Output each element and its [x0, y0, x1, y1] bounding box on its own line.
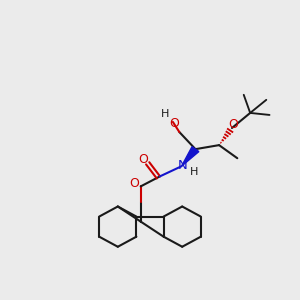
Text: O: O: [169, 117, 179, 130]
Text: O: O: [138, 153, 148, 166]
Polygon shape: [182, 147, 199, 166]
Text: H: H: [190, 167, 198, 177]
Text: O: O: [229, 118, 238, 131]
Text: O: O: [129, 177, 139, 190]
Text: H: H: [160, 109, 169, 119]
Text: N: N: [177, 159, 187, 172]
